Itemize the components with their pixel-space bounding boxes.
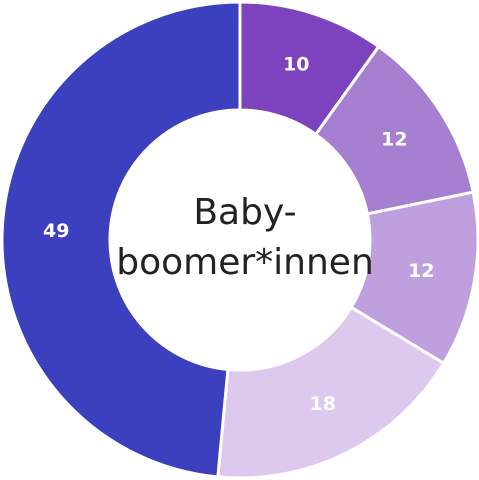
value-label: 18	[310, 393, 336, 415]
value-label: 49	[43, 220, 69, 242]
center-label: boomer*innen	[116, 242, 374, 283]
value-label: 12	[408, 260, 434, 282]
donut-slice	[216, 305, 446, 480]
value-label: 10	[283, 53, 309, 75]
center-label: Baby-	[193, 192, 296, 233]
value-label: 12	[381, 128, 407, 150]
donut-slice	[0, 0, 242, 479]
